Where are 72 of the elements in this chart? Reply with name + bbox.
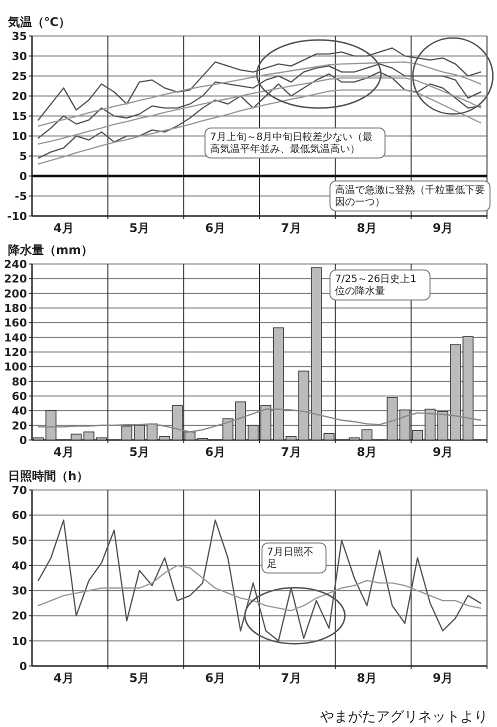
x-tick-label: 8月 — [356, 671, 378, 685]
annotation: 高温で急激に登熟（千粒重低下要因の一つ） — [335, 184, 485, 208]
line-series — [38, 77, 482, 145]
y-tick-label: 220 — [4, 272, 28, 286]
y-tick-label: 30 — [12, 584, 28, 598]
x-tick-label: 9月 — [432, 221, 453, 235]
x-tick-label: 5月 — [129, 671, 150, 685]
x-tick-label: 6月 — [205, 445, 226, 459]
line-series — [38, 408, 482, 433]
bar — [121, 426, 132, 440]
bar — [70, 434, 82, 440]
y-tick-label: 40 — [12, 559, 28, 572]
y-tick-label: 20 — [12, 610, 28, 623]
bar — [159, 436, 170, 440]
y-tick-label: 70 — [12, 484, 28, 497]
x-tick-label: 5月 — [129, 221, 150, 235]
y-tick-label: 20 — [12, 419, 28, 432]
y-tick-label: 140 — [4, 331, 28, 344]
y-tick-label: 0 — [19, 434, 28, 447]
x-tick-label: 9月 — [432, 671, 453, 685]
y-tick-label: 5 — [19, 150, 27, 163]
y-tick-label: 25 — [12, 70, 27, 83]
line-series — [38, 520, 482, 642]
bar — [386, 397, 398, 440]
y-tick-label: 50 — [12, 534, 28, 548]
x-tick-label: 7月 — [280, 445, 302, 459]
y-tick-label: 0 — [19, 170, 28, 183]
y-tick-label: 120 — [4, 346, 28, 359]
x-tick-label: 5月 — [129, 445, 150, 459]
x-tick-label: 4月 — [53, 221, 74, 235]
y-tick-label: 160 — [4, 316, 28, 330]
x-tick-label: 7月 — [280, 221, 302, 235]
line-series — [38, 89, 482, 165]
annotation: 7/25～26日史上1位の降水量 — [335, 273, 417, 297]
x-tick-label: 8月 — [356, 445, 378, 459]
x-tick-label: 4月 — [53, 671, 74, 685]
y-tick-label: -5 — [14, 190, 27, 203]
y-tick-label: 80 — [12, 375, 28, 388]
line-series — [38, 71, 482, 159]
y-tick-label: 40 — [12, 404, 28, 418]
y-tick-label: 20 — [12, 90, 28, 103]
bar — [361, 429, 372, 440]
y-tick-label: 30 — [12, 50, 28, 63]
y-tick-label: 60 — [12, 509, 28, 522]
y-tick-label: 200 — [4, 287, 28, 300]
annotation: 7月日照不足 — [267, 547, 314, 570]
x-tick-label: 8月 — [356, 221, 378, 235]
x-tick-label: 9月 — [432, 445, 453, 459]
y-tick-label: 0 — [19, 660, 28, 673]
x-tick-label: 7月 — [280, 671, 302, 685]
annotation: 7月上旬～8月中旬日較差少ない（最高気温平年並み、最低気温高い） — [210, 131, 373, 155]
y-tick-label: 15 — [12, 110, 27, 123]
x-tick-label: 6月 — [205, 221, 226, 235]
bar — [348, 437, 360, 440]
y-tick-label: 60 — [12, 390, 28, 403]
y-tick-label: 100 — [4, 360, 28, 374]
x-tick-label: 4月 — [53, 445, 74, 459]
y-tick-label: 240 — [4, 258, 28, 271]
bar — [437, 411, 448, 440]
chart-title: 日照時間（h） — [8, 469, 89, 483]
x-tick-label: 6月 — [205, 671, 226, 685]
y-tick-label: 10 — [12, 130, 28, 143]
line-series — [38, 61, 482, 127]
y-tick-label: 10 — [12, 634, 28, 648]
text: やまがたアグリネットより — [320, 709, 488, 725]
bar — [298, 370, 310, 440]
chart-title: 降水量（mm） — [8, 243, 94, 257]
y-tick-label: 35 — [12, 30, 27, 43]
y-tick-label: 180 — [4, 302, 28, 315]
y-tick-label: -10 — [7, 210, 28, 223]
line-series — [38, 47, 482, 121]
chart-title: 気温（℃） — [7, 15, 71, 29]
